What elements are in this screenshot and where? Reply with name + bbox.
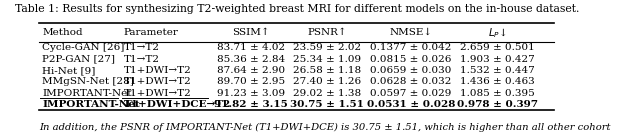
Text: 0.0659 ± 0.030: 0.0659 ± 0.030 <box>371 66 452 75</box>
Text: 1.436 ± 0.463: 1.436 ± 0.463 <box>460 77 535 86</box>
Text: 1.903 ± 0.427: 1.903 ± 0.427 <box>460 55 535 64</box>
Text: 83.71 ± 4.02: 83.71 ± 4.02 <box>217 43 285 52</box>
Text: 0.0628 ± 0.032: 0.0628 ± 0.032 <box>371 77 452 86</box>
Text: Hi-Net [9]: Hi-Net [9] <box>42 66 95 75</box>
Text: 1.532 ± 0.447: 1.532 ± 0.447 <box>460 66 535 75</box>
Text: Parameter: Parameter <box>124 28 179 37</box>
Text: Table 1: Results for synthesizing T2-weighted breast MRI for different models on: Table 1: Results for synthesizing T2-wei… <box>15 4 579 14</box>
Text: 87.64 ± 2.90: 87.64 ± 2.90 <box>217 66 285 75</box>
Text: T1+DWI→T2: T1+DWI→T2 <box>124 89 191 98</box>
Text: T1+DWI→T2: T1+DWI→T2 <box>124 66 191 75</box>
Text: 85.36 ± 2.84: 85.36 ± 2.84 <box>217 55 285 64</box>
Text: 1.085 ± 0.395: 1.085 ± 0.395 <box>460 89 535 98</box>
Text: 27.40 ± 1.26: 27.40 ± 1.26 <box>293 77 361 86</box>
Text: 23.59 ± 2.02: 23.59 ± 2.02 <box>293 43 361 52</box>
Text: 0.0531 ± 0.028: 0.0531 ± 0.028 <box>367 100 455 109</box>
Text: 0.1377 ± 0.042: 0.1377 ± 0.042 <box>371 43 452 52</box>
Text: 25.34 ± 1.09: 25.34 ± 1.09 <box>293 55 361 64</box>
Text: 91.23 ± 3.09: 91.23 ± 3.09 <box>217 89 285 98</box>
Text: T1→T2: T1→T2 <box>124 55 159 64</box>
Text: SSIM↑: SSIM↑ <box>232 28 269 37</box>
Text: IMPORTANT-Net: IMPORTANT-Net <box>42 89 132 98</box>
Text: 91.82 ± 3.15: 91.82 ± 3.15 <box>214 100 288 109</box>
Text: 30.75 ± 1.51: 30.75 ± 1.51 <box>290 100 364 109</box>
Text: T1+DWI→T2: T1+DWI→T2 <box>124 77 191 86</box>
Text: Method: Method <box>42 28 83 37</box>
Text: 0.978 ± 0.397: 0.978 ± 0.397 <box>458 100 538 109</box>
Text: MMgSN-Net [28]: MMgSN-Net [28] <box>42 77 134 86</box>
Text: P2P-GAN [27]: P2P-GAN [27] <box>42 55 115 64</box>
Text: $L_P$↓: $L_P$↓ <box>488 26 508 40</box>
Text: T1+DWI+DCE→T2: T1+DWI+DCE→T2 <box>124 100 231 109</box>
Text: 0.0815 ± 0.026: 0.0815 ± 0.026 <box>371 55 452 64</box>
Text: Cycle-GAN [26]: Cycle-GAN [26] <box>42 43 124 52</box>
Text: 0.0597 ± 0.029: 0.0597 ± 0.029 <box>371 89 452 98</box>
Text: T1→T2: T1→T2 <box>124 43 159 52</box>
Text: 89.70 ± 2.95: 89.70 ± 2.95 <box>217 77 285 86</box>
Text: 2.659 ± 0.501: 2.659 ± 0.501 <box>460 43 535 52</box>
Text: 29.02 ± 1.38: 29.02 ± 1.38 <box>293 89 361 98</box>
Text: 26.58 ± 1.18: 26.58 ± 1.18 <box>293 66 361 75</box>
Text: NMSE↓: NMSE↓ <box>390 28 433 37</box>
Text: IMPORTANT-Net: IMPORTANT-Net <box>42 100 140 109</box>
Text: In addition, the PSNR of IMPORTANT-Net (T1+DWI+DCE) is 30.75 ± 1.51, which is hi: In addition, the PSNR of IMPORTANT-Net (… <box>40 123 611 132</box>
Text: PSNR↑: PSNR↑ <box>307 28 347 37</box>
